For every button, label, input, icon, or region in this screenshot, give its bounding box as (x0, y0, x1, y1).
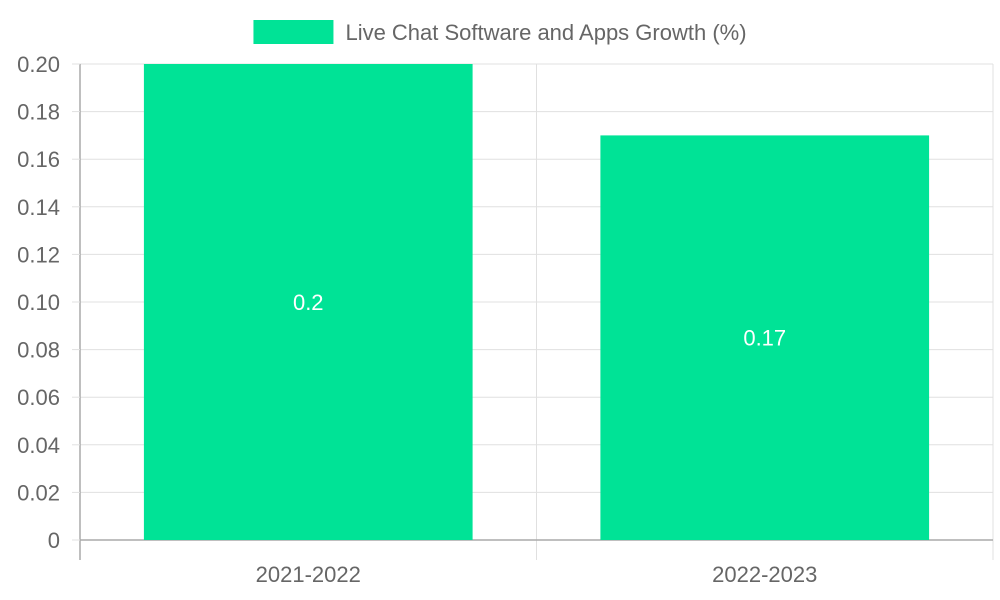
y-tick-label: 0.10 (17, 290, 60, 315)
y-tick-label: 0.08 (17, 338, 60, 363)
bar-value-label: 0.17 (743, 326, 786, 351)
y-tick-label: 0 (48, 528, 60, 553)
bars-layer (143, 64, 930, 540)
axis-layer: 0 0.02 0.04 0.06 0.08 0.10 0.12 0.14 0.16 0.18 0.2… (17, 52, 993, 587)
labels-layer: 0.2 0.17 (293, 290, 786, 351)
y-tick-label: 0.06 (17, 385, 60, 410)
y-tick-label: 0.18 (17, 100, 60, 125)
y-tick-label: 0.04 (17, 433, 60, 458)
legend-label[interactable]: Live Chat Software and Apps Growth (%) (345, 20, 746, 45)
x-tick-label: 2021-2022 (256, 562, 361, 587)
y-tick-label: 0.20 (17, 52, 60, 77)
x-tick-label: 2022-2023 (712, 562, 817, 587)
y-tick-label: 0.16 (17, 147, 60, 172)
bar-value-label: 0.2 (293, 290, 324, 315)
y-tick-label: 0.12 (17, 242, 60, 267)
y-tick-label: 0.14 (17, 195, 60, 220)
legend-swatch[interactable] (253, 20, 334, 44)
bar[interactable] (143, 64, 473, 540)
bar[interactable] (600, 135, 930, 540)
y-tick-label: 0.02 (17, 480, 60, 505)
legend[interactable]: Live Chat Software and Apps Growth (%) (253, 20, 747, 45)
